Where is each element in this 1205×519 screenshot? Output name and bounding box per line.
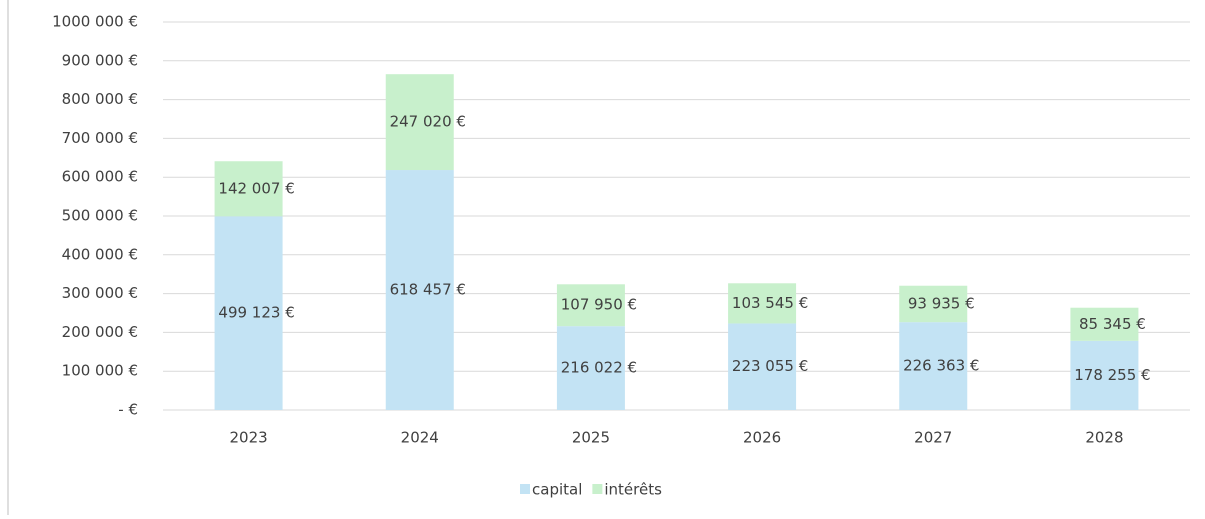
x-tick-label: 2028 [1085, 429, 1123, 447]
data-label: 85 345 € [1079, 315, 1146, 333]
y-tick-label: 700 000 € [62, 129, 138, 147]
y-tick-label: 600 000 € [62, 168, 138, 186]
bar [385, 170, 454, 410]
x-tick-label: 2026 [743, 429, 781, 447]
data-label: 178 255 € [1074, 366, 1150, 384]
data-label: 499 123 € [218, 304, 294, 322]
bar [214, 216, 283, 410]
x-tick-label: 2023 [229, 429, 267, 447]
bar [556, 326, 625, 410]
legend-label: intérêts [604, 481, 662, 499]
bar [899, 285, 968, 323]
y-tick-label: 900 000 € [62, 51, 138, 69]
y-tick-label: 200 000 € [62, 323, 138, 341]
data-label: 223 055 € [732, 357, 808, 375]
y-tick-label: 1000 000 € [52, 13, 138, 31]
bar [214, 161, 283, 217]
data-label: 107 950 € [561, 296, 637, 314]
data-label: 216 022 € [561, 359, 637, 377]
y-tick-label: 400 000 € [62, 245, 138, 263]
x-tick-label: 2025 [572, 429, 610, 447]
y-tick-label: 300 000 € [62, 284, 138, 302]
data-label: 618 457 € [390, 281, 466, 299]
bar [728, 283, 797, 324]
bar [728, 323, 797, 410]
y-tick-label: 800 000 € [62, 90, 138, 108]
legend-label: capital [532, 481, 582, 499]
legend-swatch [520, 484, 530, 494]
x-tick-label: 2024 [401, 429, 439, 447]
data-label: 103 545 € [732, 294, 808, 312]
data-label: 142 007 € [218, 179, 294, 197]
bar [1070, 307, 1139, 341]
y-tick-label: - € [118, 401, 138, 419]
y-tick-label: 500 000 € [62, 207, 138, 225]
bar [556, 284, 625, 327]
x-tick-label: 2027 [914, 429, 952, 447]
data-label: 247 020 € [390, 113, 466, 131]
bar [385, 74, 454, 171]
data-label: 226 363 € [903, 357, 979, 375]
bar [899, 322, 968, 410]
bar [1070, 340, 1139, 410]
data-label: 93 935 € [908, 294, 975, 312]
legend-swatch [592, 484, 603, 494]
y-tick-label: 100 000 € [62, 362, 138, 380]
